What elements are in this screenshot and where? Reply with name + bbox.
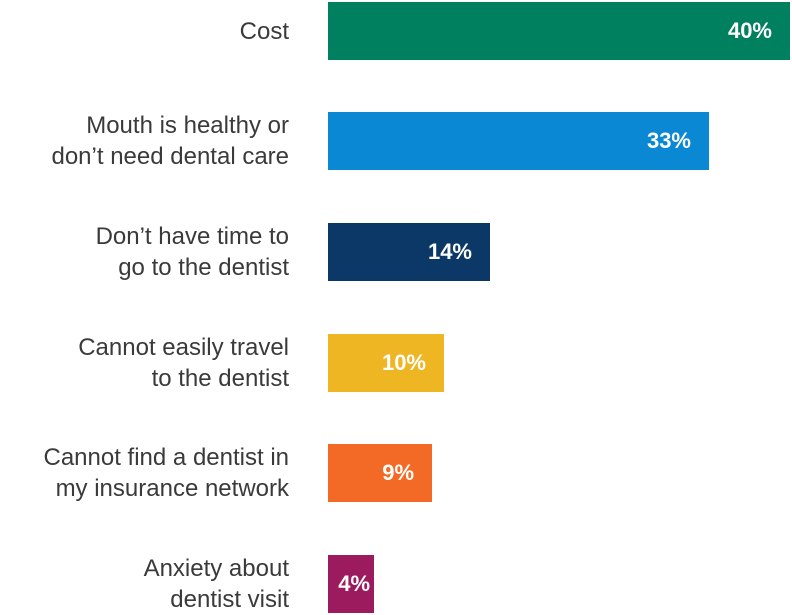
data-label: 14% (427, 239, 472, 264)
category-label: Cost (239, 17, 289, 45)
data-label: 9% (382, 460, 414, 485)
category-label: Cannot find a dentist in my insurance ne… (43, 444, 290, 502)
bar: 9% (328, 444, 432, 502)
category-label: Anxiety about dentist visit (143, 555, 289, 613)
bar: 10% (328, 334, 444, 392)
category-label: Mouth is healthy or don’t need dental ca… (51, 112, 289, 170)
data-label: 4% (338, 571, 370, 596)
bar: 33% (328, 112, 709, 170)
data-label: 10% (381, 350, 426, 375)
category-label: Cannot easily travel to the dentist (78, 334, 289, 392)
data-label: 33% (646, 128, 691, 153)
data-label: 40% (727, 18, 772, 43)
bar: 4% (328, 555, 374, 613)
category-label: Don’t have time to go to the dentist (95, 223, 289, 281)
bar: 14% (328, 223, 490, 281)
bar: 40% (328, 2, 790, 60)
